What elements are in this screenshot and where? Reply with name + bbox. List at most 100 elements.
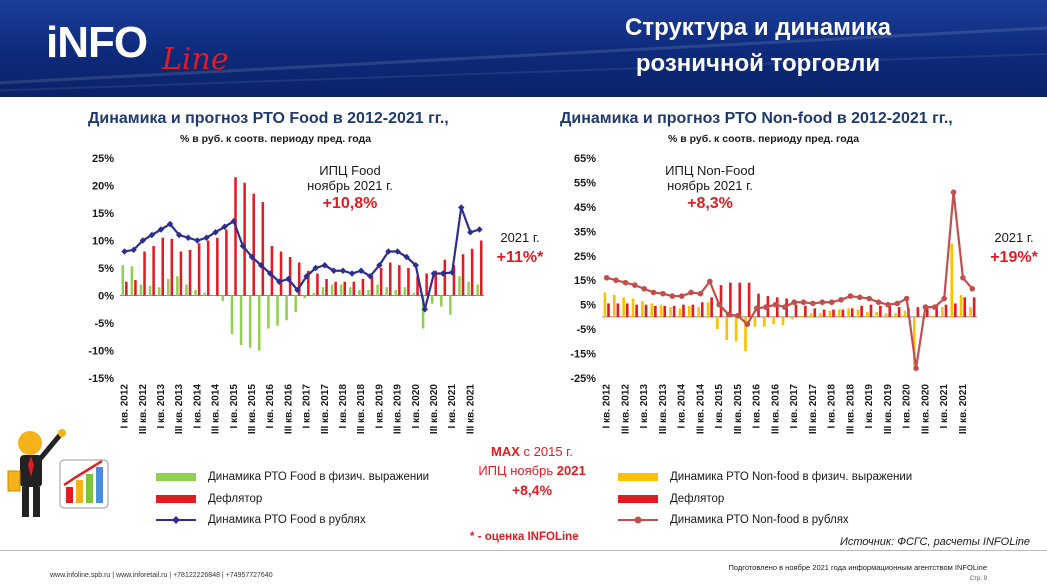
bar-physical — [440, 295, 443, 307]
bar-physical — [959, 294, 963, 317]
bar-physical — [622, 297, 625, 317]
bar-deflator — [143, 251, 146, 296]
cpi-food-value: +10,8% — [322, 195, 378, 212]
line-point — [697, 290, 704, 297]
x-tick-label: I кв. 2014 — [192, 384, 203, 429]
line-point — [660, 290, 666, 297]
x-tick-label: III кв. 2016 — [283, 384, 294, 435]
y-tick-label: 35% — [574, 226, 596, 238]
legend-food-rub-label: Динамика РТО Food в рублях — [208, 514, 366, 526]
line-point — [248, 253, 256, 261]
bar-physical — [121, 265, 125, 296]
line-point — [203, 234, 210, 241]
bar-deflator — [134, 280, 137, 296]
bar-physical — [367, 290, 370, 296]
bar-physical — [772, 316, 775, 325]
header-banner: iNFO Line Структура и динамика розничной… — [0, 0, 1047, 97]
bar-physical — [659, 304, 663, 317]
board-bar — [66, 487, 73, 503]
line-point — [669, 293, 676, 299]
bar-deflator — [370, 276, 374, 296]
line-point — [857, 294, 863, 301]
forecast-food: 2021 г. +11%* — [490, 230, 550, 267]
bar-deflator — [416, 276, 419, 296]
max-cpi-note: MAX с 2015 г. ИПЦ ноябрь 2021 +8,4% — [462, 444, 602, 498]
line-point — [603, 274, 610, 281]
line-point — [330, 267, 338, 274]
bar-physical — [403, 287, 407, 296]
y-tick-label: 25% — [92, 153, 114, 165]
bar-deflator — [888, 305, 892, 317]
chart-food-subtitle: % в руб. к соотв. периоду пред. года — [180, 133, 372, 145]
bar-deflator — [644, 304, 648, 317]
cpi-food-annotation: ИПЦ Food ноябрь 2021 г. +10,8% — [290, 163, 410, 213]
line-point — [819, 299, 826, 306]
line-point — [230, 218, 237, 225]
cpi-nonfood-label: ИПЦ Non-Food — [665, 163, 755, 178]
line-point — [448, 269, 456, 276]
bar-physical — [285, 295, 288, 321]
line-point — [913, 365, 919, 372]
bar-deflator — [935, 305, 938, 317]
bar-deflator — [161, 237, 164, 296]
bar-physical — [130, 266, 134, 296]
bar-deflator — [425, 273, 428, 296]
line-point — [791, 299, 797, 306]
bar-deflator — [625, 303, 629, 317]
bar-deflator — [794, 304, 798, 317]
line-point — [421, 306, 429, 313]
line-point — [321, 262, 328, 269]
bar-physical — [421, 295, 425, 329]
x-tick-label: III кв. 2013 — [658, 384, 669, 435]
bar-physical — [866, 312, 869, 317]
x-tick-label: III кв. 2020 — [429, 384, 440, 435]
bar-physical — [800, 315, 804, 317]
line-point — [212, 229, 219, 236]
x-tick-label: III кв. 2018 — [356, 384, 367, 435]
bar-physical — [931, 315, 935, 317]
bar-physical — [828, 310, 832, 317]
figure-leg — [33, 487, 40, 517]
bar-physical — [791, 316, 794, 320]
line-point — [950, 189, 957, 196]
x-tick-label: I кв. 2012 — [120, 384, 131, 429]
board-trend-arrow — [63, 459, 103, 487]
forecast-food-value: +11%* — [496, 249, 544, 266]
line-point — [376, 262, 383, 269]
y-tick-label: -5% — [94, 318, 114, 330]
x-tick-label: I кв. 2016 — [265, 384, 276, 429]
bar-deflator — [279, 251, 283, 296]
bar-physical — [837, 309, 841, 317]
line-point — [772, 301, 779, 308]
bar-physical — [349, 287, 352, 296]
bar-deflator — [832, 309, 835, 317]
bar-physical — [312, 292, 316, 296]
bar-physical — [294, 295, 297, 312]
line-point — [266, 270, 274, 277]
bar-physical — [678, 308, 682, 317]
line-point — [932, 304, 938, 310]
source-note: Источник: ФСГС, расчеты INFOLine — [840, 536, 1031, 548]
line-point — [476, 226, 483, 233]
bar-physical — [476, 284, 479, 296]
bar-deflator — [616, 303, 620, 317]
bar-deflator — [216, 237, 219, 296]
line-point — [650, 289, 657, 296]
bar-physical — [734, 316, 738, 342]
footer-contacts: www.infoline.spb.ru | www.inforetail.ru … — [50, 572, 273, 579]
x-tick-label: I кв. 2021 — [447, 384, 458, 429]
bar-deflator — [261, 202, 265, 296]
chart-food-title: Динамика и прогноз РТО Food в 2012-2021 … — [88, 110, 449, 127]
line-point — [185, 234, 192, 241]
bar-physical — [230, 295, 234, 334]
bar-physical — [194, 290, 197, 296]
estimate-note: * - оценка INFOLine — [470, 531, 579, 543]
legend-nonfood-deflator-label: Дефлятор — [670, 493, 725, 505]
y-tick-label: 15% — [574, 275, 596, 287]
bar-deflator — [719, 285, 723, 317]
x-tick-label: III кв. 2014 — [695, 384, 706, 435]
bar-physical — [631, 298, 635, 317]
y-tick-label: 0% — [98, 291, 114, 303]
bar-deflator — [270, 246, 274, 296]
line-point — [641, 285, 647, 292]
